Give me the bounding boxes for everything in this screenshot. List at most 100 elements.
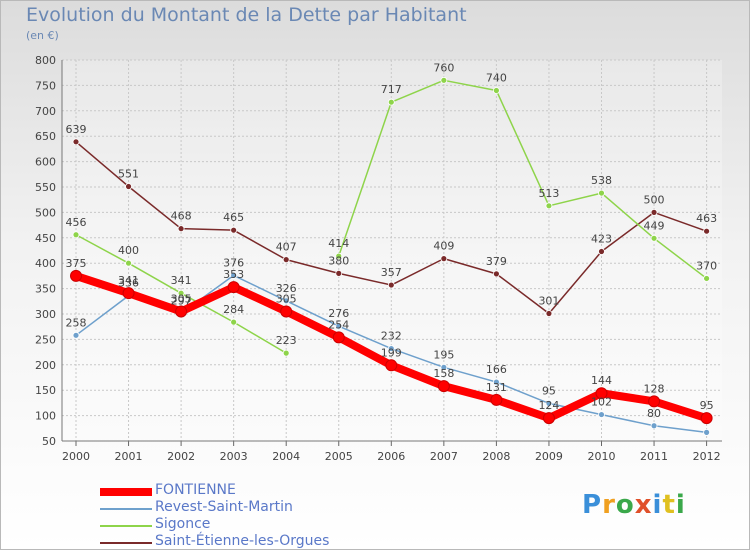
logo-letter: r [602, 490, 616, 520]
data-label-revest-saint-martin: 232 [381, 330, 402, 343]
data-label-saint-etienne-les-orgues: 423 [591, 233, 612, 246]
point-sigonce [650, 234, 658, 242]
point-fontienne [122, 287, 135, 300]
data-label-fontienne: 341 [118, 274, 139, 287]
y-tick-label: 200 [35, 359, 56, 372]
legend-swatch [100, 542, 152, 544]
y-tick-label: 500 [35, 206, 56, 219]
x-tick-label: 2009 [535, 450, 563, 463]
point-sigonce [440, 76, 448, 84]
data-label-sigonce: 341 [171, 274, 192, 287]
point-fontienne [490, 393, 503, 406]
point-fontienne [227, 281, 240, 294]
axis-layer: 50 100 150 200 250 300 350 400 450 500 550 600 650 70… [35, 54, 722, 463]
point-sigonce [335, 252, 343, 260]
point-fontienne [595, 387, 608, 400]
point-saint-etienne-les-orgues [230, 226, 238, 234]
point-sigonce [125, 259, 132, 267]
data-label-sigonce: 284 [223, 303, 244, 316]
legend-label: Sigonce [155, 516, 211, 532]
data-label-revest-saint-martin: 376 [223, 256, 244, 269]
x-tick-label: 2005 [325, 450, 353, 463]
point-fontienne [437, 380, 450, 393]
point-saint-etienne-les-orgues [72, 138, 80, 146]
x-tick-label: 2004 [272, 450, 300, 463]
legend-label: Saint-Étienne-les-Orgues [155, 533, 330, 549]
x-tick-label: 2010 [588, 450, 616, 463]
y-tick-label: 400 [35, 257, 56, 270]
point-revest-saint-martin [387, 345, 395, 352]
data-label-saint-etienne-les-orgues: 380 [328, 254, 349, 267]
data-label-fontienne: 199 [381, 346, 402, 359]
data-label-sigonce: 717 [381, 83, 402, 96]
series-line-sigonce [338, 79, 708, 280]
x-tick-label: 2007 [430, 450, 458, 463]
point-sigonce [492, 87, 500, 94]
point-saint-etienne-les-orgues [335, 269, 343, 277]
legend-swatch [100, 508, 152, 510]
point-revest-saint-martin [230, 271, 238, 279]
y-tick-label: 100 [35, 410, 56, 423]
y-tick-label: 800 [35, 54, 56, 67]
point-sigonce [230, 318, 238, 326]
data-label-sigonce: 223 [276, 334, 297, 347]
point-saint-etienne-les-orgues [650, 208, 658, 216]
data-label-saint-etienne-les-orgues: 379 [486, 255, 507, 268]
point-revest-saint-martin [545, 400, 553, 407]
point-saint-etienne-les-orgues [598, 248, 605, 255]
data-label-saint-etienne-les-orgues: 468 [171, 210, 192, 223]
data-label-sigonce: 538 [591, 174, 612, 187]
y-tick-label: 50 [42, 435, 56, 448]
y-tick-label: 550 [35, 181, 56, 194]
y-tick-label: 750 [35, 79, 56, 92]
data-label-sigonce: 760 [433, 61, 454, 74]
data-label-fontienne: 131 [486, 381, 507, 394]
y-tick-label: 700 [35, 105, 56, 118]
y-tick-label: 450 [35, 232, 56, 245]
data-label-saint-etienne-les-orgues: 551 [118, 167, 139, 180]
y-tick-label: 150 [35, 384, 56, 397]
point-sigonce [598, 189, 605, 197]
logo-letter: i [675, 490, 686, 520]
data-label-saint-etienne-les-orgues: 301 [538, 294, 559, 307]
y-tick-label: 300 [35, 308, 56, 321]
logo-letter: t [662, 490, 676, 520]
x-tick-label: 2000 [62, 450, 90, 463]
data-label-revest-saint-martin: 80 [647, 407, 661, 420]
y-tick-label: 350 [35, 283, 56, 296]
data-label-fontienne: 375 [66, 257, 87, 270]
data-label-sigonce: 449 [644, 219, 665, 232]
data-label-fontienne: 353 [223, 268, 244, 281]
point-revest-saint-martin [492, 378, 500, 386]
x-tick-label: 2002 [167, 450, 195, 463]
point-fontienne [70, 269, 82, 282]
logo-letter: o [615, 490, 635, 520]
point-fontienne [280, 305, 293, 318]
point-sigonce [177, 289, 185, 297]
data-label-sigonce: 370 [696, 259, 717, 272]
chart-subtitle: (en €) [26, 29, 59, 42]
point-sigonce [703, 275, 710, 282]
point-saint-etienne-les-orgues [703, 227, 710, 235]
data-label-revest-saint-martin: 166 [486, 363, 507, 376]
x-tick-label: 2001 [115, 450, 143, 463]
data-label-saint-etienne-les-orgues: 465 [223, 211, 244, 224]
point-fontienne [700, 412, 713, 425]
logo-letter: x [634, 490, 653, 520]
logo-letter: P [582, 490, 603, 520]
data-label-fontienne: 144 [591, 374, 612, 387]
data-label-fontienne: 158 [433, 367, 454, 380]
legend-swatch [100, 525, 152, 527]
point-saint-etienne-les-orgues [125, 183, 132, 190]
point-fontienne [385, 359, 398, 372]
x-tick-label: 2011 [640, 450, 668, 463]
point-sigonce [72, 231, 80, 239]
data-label-fontienne: 305 [276, 292, 297, 305]
data-label-revest-saint-martin: 276 [328, 307, 349, 320]
x-tick-label: 2012 [693, 450, 721, 463]
point-fontienne [175, 305, 188, 318]
point-fontienne [648, 395, 661, 408]
point-revest-saint-martin [335, 322, 343, 330]
data-label-fontienne: 95 [700, 399, 714, 412]
